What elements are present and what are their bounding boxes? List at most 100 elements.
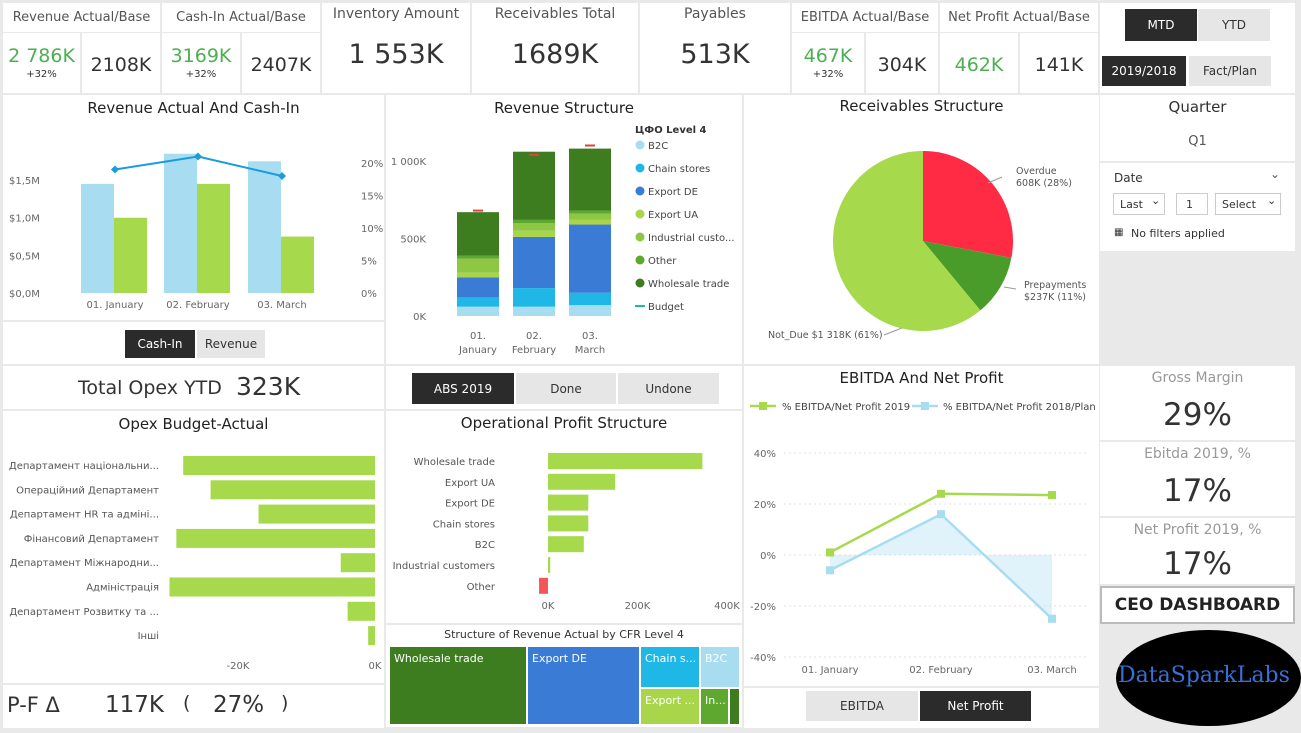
opex-total-value: 323K: [236, 372, 301, 401]
legend-2019-label: % EBITDA/Net Profit 2019: [782, 402, 910, 413]
rs-segment: [513, 223, 555, 231]
ebitda-base-tile: 304K: [866, 33, 938, 93]
treemap-cell[interactable]: Export ...: [641, 689, 699, 724]
cashin-kpi-label: Cash-In Actual/Base: [176, 10, 306, 25]
mtd-button[interactable]: MTD: [1125, 9, 1197, 41]
treemap-cell-small[interactable]: [730, 689, 739, 724]
receivables-label: Receivables Total: [494, 6, 616, 22]
overdue-value-label: 608K (28%): [1016, 178, 1072, 189]
treemap-cell[interactable]: Chain s...: [641, 647, 699, 687]
payables-value: 513K: [680, 39, 750, 70]
op-xtick: 400K: [714, 601, 740, 612]
rc-xlabel: 01. January: [87, 300, 144, 311]
ceo-dashboard-title: CEO DASHBOARD: [1114, 595, 1281, 615]
ebitda-kpi-header: EBITDA Actual/Base: [792, 3, 938, 32]
cashin-base-tile: 2407K: [242, 33, 320, 93]
cashin-actual-tile: 3169K +32%: [162, 33, 240, 93]
rs-legend-budget-mark: [635, 305, 645, 307]
treemap-cell[interactable]: B2C: [701, 647, 739, 687]
op-xtick: 0K: [542, 601, 555, 612]
treemap-cell[interactable]: Export DE: [528, 647, 639, 724]
rs-xlabel-name: January: [458, 345, 497, 356]
ytd-button[interactable]: YTD: [1198, 9, 1270, 41]
opex-bar: [258, 504, 375, 524]
receivables-kpi: Receivables Total 1689K: [472, 3, 638, 93]
rs-legend-label: Export DE: [648, 187, 698, 198]
date-count-value: 1: [1186, 198, 1193, 211]
date-unit-select[interactable]: Select ⌄: [1215, 193, 1281, 215]
ebitda-np-card: EBITDA And Net Profit % EBITDA/Net Profi…: [744, 366, 1099, 686]
period-toggle-panel: MTD YTD 2019/2018 Fact/Plan: [1100, 3, 1295, 93]
ebitda-button[interactable]: EBITDA: [806, 691, 918, 721]
revenue-actual-tile: 2 786K +32%: [3, 33, 80, 93]
netprofit-2019-value: 17%: [1163, 546, 1232, 582]
gross-margin-kpi: Gross Margin 29%: [1100, 366, 1295, 440]
opex-bar: [340, 553, 375, 573]
rs-xlabel-name: February: [512, 345, 556, 356]
ebitda-2019-label: Ebitda 2019, %: [1144, 446, 1251, 462]
rs-budget-mark: [473, 209, 483, 212]
quarter-label: Quarter: [1168, 98, 1227, 116]
ebitda-kpi-label: EBITDA Actual/Base: [800, 10, 930, 25]
revenue-structure-title: Revenue Structure: [494, 99, 634, 117]
en-ytick: 20%: [754, 500, 776, 511]
date-chevron-icon[interactable]: ⌄: [1270, 167, 1281, 181]
treemap-card: Structure of Revenue Actual by CFR Level…: [386, 625, 742, 727]
rc-y2tick: 5%: [361, 257, 377, 268]
revenue-button[interactable]: Revenue: [197, 330, 265, 358]
receivables-structure-card: Receivables Structure Overdue 608K (28%)…: [744, 95, 1099, 364]
ratio-point: [278, 172, 286, 180]
treemap-cell[interactable]: Wholesale trade: [390, 647, 526, 724]
rc-xlabel: 03. March: [257, 300, 307, 311]
treemap-cell[interactable]: In...: [701, 689, 728, 724]
net-profit-button[interactable]: Net Profit: [920, 691, 1031, 721]
revenue-cashin-chart: $0,0M $0,5M $1,0M $1,5M 0% 5% 10% 15% 20% 01. Jan…: [9, 152, 383, 311]
ebitda-base-value: 304K: [877, 54, 927, 76]
revenue-kpi-header: Revenue Actual/Base: [3, 3, 160, 32]
opex-xtick: -20K: [227, 661, 250, 672]
rs-legend-label: Chain stores: [648, 164, 710, 175]
rs-segment: [569, 213, 611, 220]
rs-segment: [457, 297, 499, 307]
fact-plan-button[interactable]: Fact/Plan: [1189, 56, 1271, 86]
rs-segment: [569, 210, 611, 214]
ebitda-actual-value: 467K: [803, 45, 853, 67]
brand-name: DataSparkLabs: [1118, 663, 1290, 688]
opex-budget-chart: Департамент національни... Операційний Де…: [9, 456, 382, 672]
ratio-point: [111, 165, 119, 174]
date-mode-select[interactable]: Last ⌄: [1113, 193, 1165, 215]
en-point-2018: [937, 510, 945, 519]
cashin-button[interactable]: Cash-In: [125, 330, 195, 358]
year-2019-button[interactable]: 2019/2018: [1102, 56, 1186, 86]
cashin-actual-value: 3169K: [170, 45, 232, 67]
revenue-bar: [248, 161, 281, 293]
brand-logo: DataSparkLabs: [1116, 630, 1301, 726]
op-category-label: Wholesale trade: [414, 457, 495, 468]
pie-slice-not_due: [833, 151, 981, 331]
op-profit-title: Operational Profit Structure: [460, 414, 668, 432]
opex-category-label: Адміністрація: [86, 582, 159, 594]
op-xtick: 200K: [625, 601, 651, 612]
payables-label: Payables: [684, 6, 746, 22]
revenue-actual-value: 2 786K: [8, 45, 75, 67]
rs-legend-label: Industrial custo...: [648, 233, 735, 244]
cashin-kpi-header: Cash-In Actual/Base: [162, 3, 320, 32]
prepayments-value-label: $237K (11%): [1024, 292, 1086, 303]
opex-bar: [368, 626, 375, 646]
pf-percent: 27%: [213, 692, 265, 718]
rs-legend-dot: [635, 232, 645, 242]
rs-segment: [513, 236, 555, 289]
quarter-slicer[interactable]: Quarter Q1: [1100, 95, 1295, 161]
done-button[interactable]: Done: [516, 373, 616, 404]
op-bar: [548, 453, 703, 469]
pf-label: P-F Δ: [7, 693, 60, 717]
payables-kpi: Payables 513K: [640, 3, 790, 93]
rs-ytick: 1 000K: [391, 157, 427, 168]
rs-segment: [457, 272, 499, 278]
date-count-input[interactable]: 1: [1176, 193, 1208, 215]
abs-2019-button[interactable]: ABS 2019: [412, 373, 514, 404]
rs-legend-dot: [635, 186, 645, 196]
quarter-value[interactable]: Q1: [1188, 134, 1207, 149]
undone-button[interactable]: Undone: [618, 373, 719, 404]
revenue-cashin-toggle-bar: Cash-In Revenue: [3, 322, 384, 364]
